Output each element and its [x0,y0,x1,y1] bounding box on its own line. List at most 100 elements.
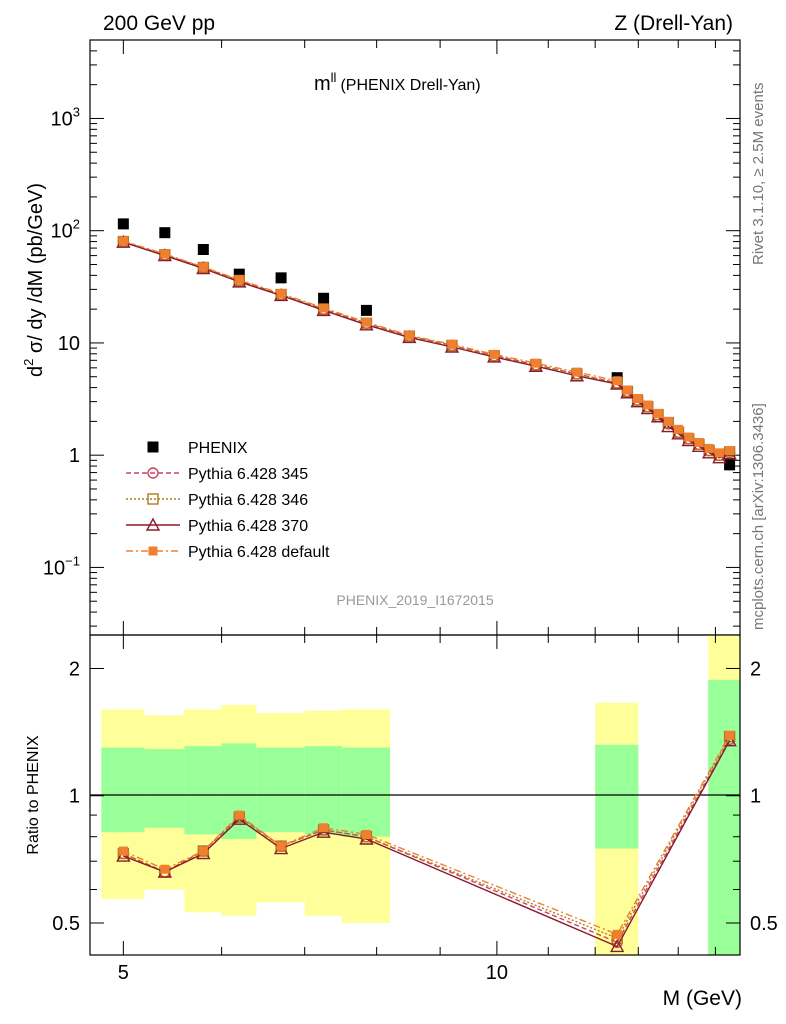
main-series [116,218,737,471]
y-tick-label: 1 [750,786,761,808]
series-point [319,303,329,313]
series-point [234,275,244,285]
ratio-point [361,829,371,839]
legend: PHENIX Pythia 6.428 345 Pythia 6.428 346 Py… [126,440,330,561]
series-point [663,416,673,426]
data-point [159,227,171,239]
main-panel: mll (PHENIX Drell-Yan) d2 σ/ dy /dM (pb/G… [21,39,741,636]
series-line [123,241,730,459]
ratio-point [725,730,735,740]
data-point [117,218,129,230]
main-title: mll (PHENIX Drell-Yan) [314,70,481,95]
main-x-ticks [122,40,716,635]
series-line [123,240,730,456]
x-tick-label: 10 [486,962,508,984]
band-green [144,748,185,828]
legend-marker [145,517,161,531]
band-green [256,747,305,833]
ratio-point [612,929,622,939]
legend-label: Pythia 6.428 default [188,544,330,561]
series-point [612,376,622,386]
y-tick-label: 102 [51,217,80,243]
data-point [724,459,736,471]
series-point [725,446,735,456]
y-tick-label: 10 [58,333,80,355]
band-green [341,747,390,837]
series-point [361,317,371,327]
main-title-m: m [314,73,331,95]
legend-label: Pythia 6.428 345 [188,466,308,483]
ratio-y-axis-label: Ratio to PHENIX [25,735,42,854]
y-tick-label: 0.5 [52,913,80,935]
x-tick-label: 5 [118,962,129,984]
ratio-series [116,730,737,953]
ratio-point [234,810,244,820]
mcplots-label: mcplots.cern.ch [arXiv:1306.3436] [750,403,767,630]
series-point [673,424,683,434]
data-point [360,304,372,316]
series-point [160,249,170,259]
ratio-point [116,848,131,862]
y-tick-label: 1 [69,786,80,808]
series-point [694,437,704,447]
series-4 [118,236,735,458]
band-green [595,744,639,849]
legend-label: PHENIX [188,440,248,457]
data-point [197,243,209,255]
analysis-tag: PHENIX_2019_I1672015 [336,592,493,608]
series-point [714,448,724,458]
series-point [661,419,676,433]
series-point [643,400,653,410]
header-right: Z (Drell-Yan) [614,12,733,35]
band-green [184,746,222,835]
ratio-point [609,938,625,953]
series-point [118,236,128,246]
ratio-point [197,845,210,857]
series-point [633,393,643,403]
ratio-x-ticks: 5 10 [118,635,716,984]
legend-marker [148,546,158,556]
y-tick-label: 2 [69,658,80,680]
data-point [233,268,245,280]
ratio-point [722,733,737,747]
legend-marker [147,493,159,505]
series-point [622,385,632,395]
y-tick-label: 103 [51,104,80,130]
ratio-frame [89,634,741,956]
x-axis-label: M (GeV) [663,987,742,1010]
legend-label: Pythia 6.428 370 [188,518,308,535]
series-line [123,240,730,456]
y-tick-label: 2 [750,658,761,680]
band-green [101,747,145,833]
series-0 [117,218,736,471]
ratio-point [319,823,329,833]
series-point [447,339,457,349]
legend-marker [147,467,159,479]
series-point [404,330,414,340]
data-point [275,272,287,284]
legend-marker [147,441,159,453]
ratio-point [160,864,170,874]
ratio-y-ticks: 0.5 0.5 1 1 2 2 [52,658,778,935]
ratio-point [276,841,286,851]
main-title-sup: ll [331,70,337,85]
ratio-point [198,846,208,856]
header-left: 200 GeV pp [103,12,215,35]
main-title-subtitle: (PHENIX Drell-Yan) [340,77,480,94]
ratio-series-3 [118,730,735,939]
band-green [708,679,740,955]
series-point [572,367,582,377]
y-tick-label: 10−1 [43,553,80,579]
band-green [304,746,342,835]
series-point [653,409,663,419]
legend-label: Pythia 6.428 346 [188,492,308,509]
y-tick-label: 0.5 [750,913,778,935]
ratio-panel: 0.5 0.5 1 1 2 2 5 10 Ratio to PHENIX M (GeV) [25,634,778,1010]
main-y-ticks: 10−1 1 10 102 103 [43,39,740,627]
ratio-point [118,846,128,856]
series-point [198,262,208,272]
series-point [531,358,541,368]
series-point [489,349,499,359]
main-y-axis-label: d2 σ/ dy /dM (pb/GeV) [21,183,47,377]
